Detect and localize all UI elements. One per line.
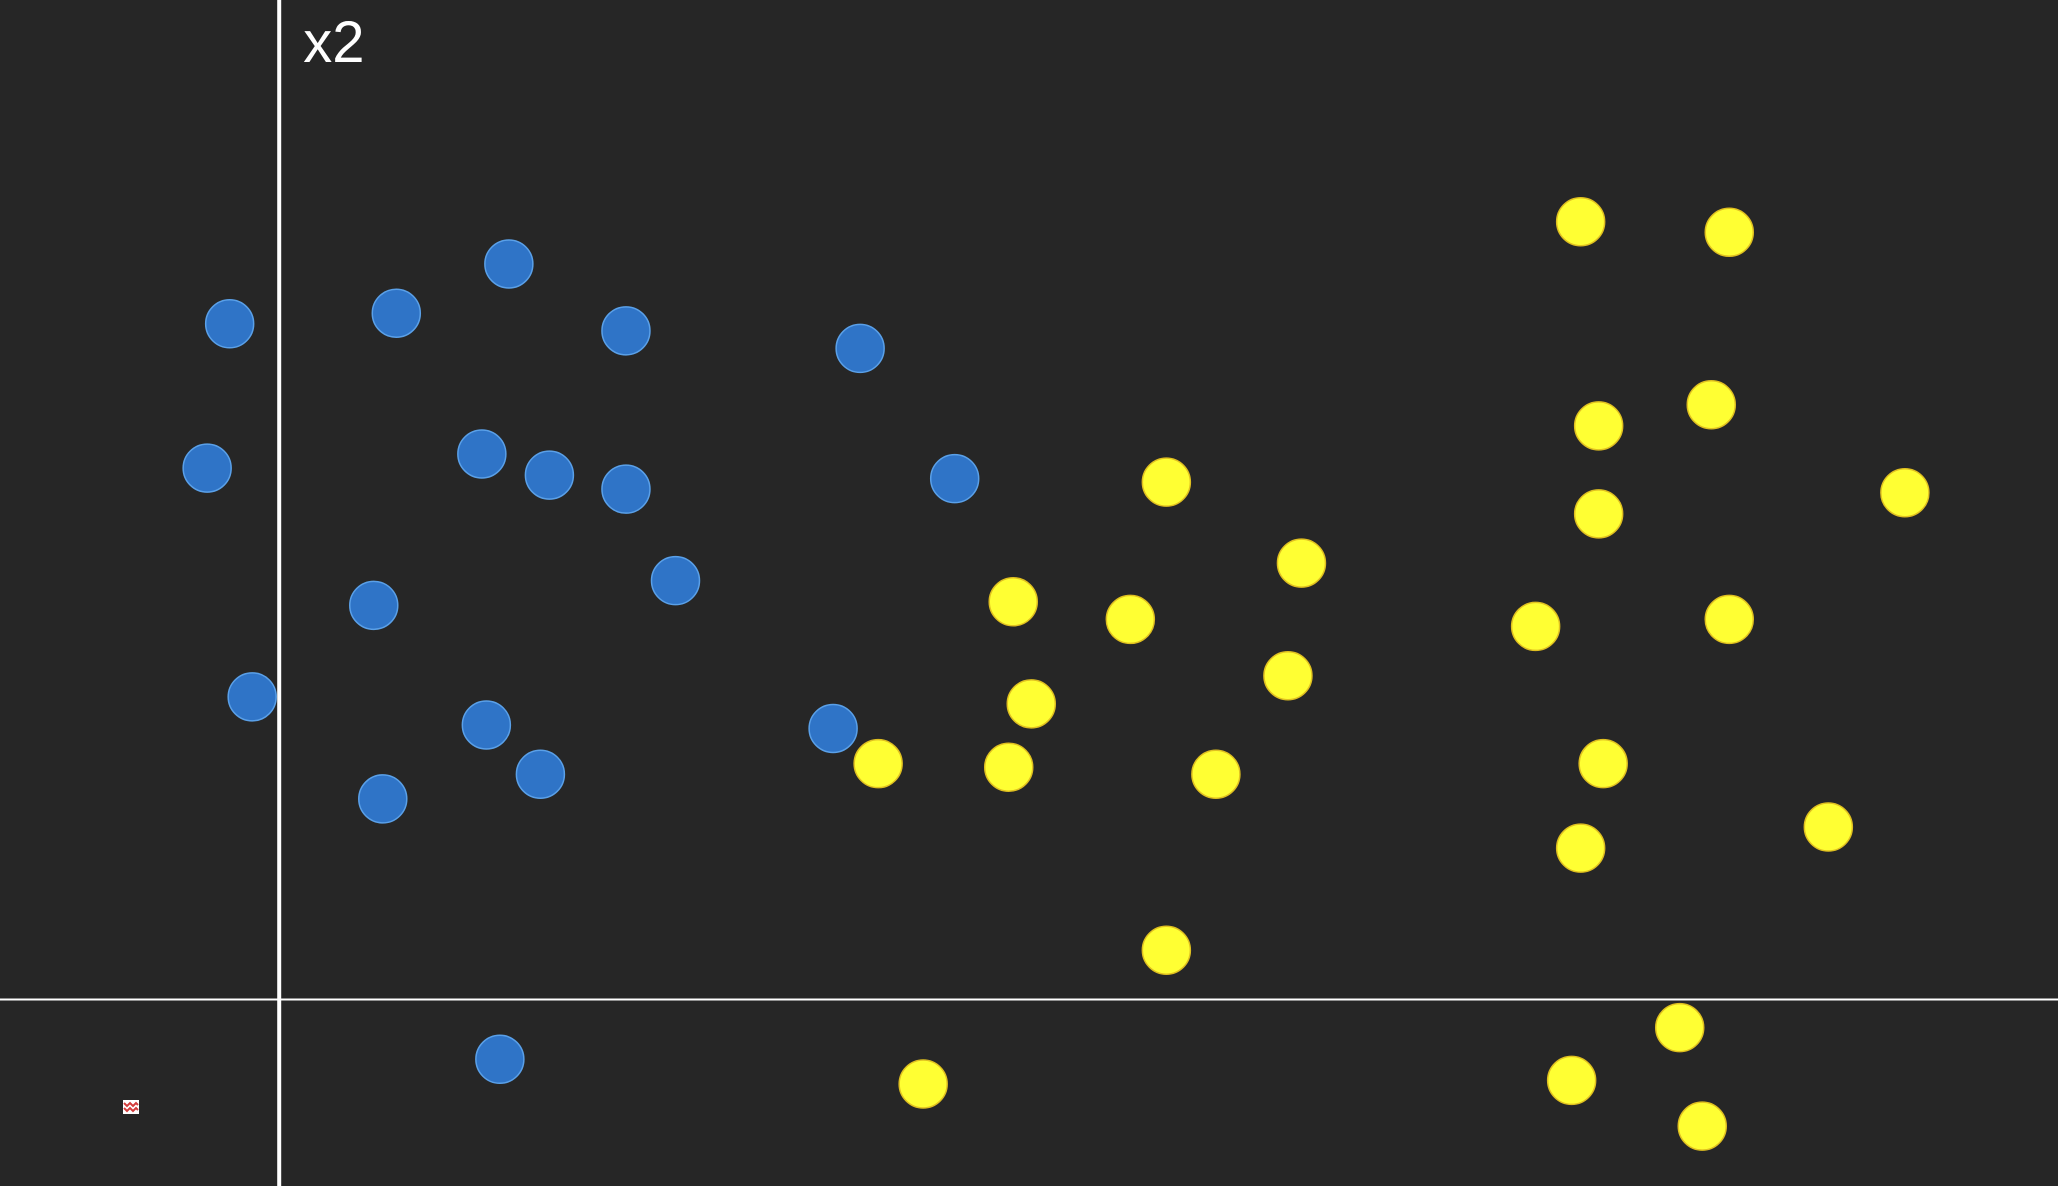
- scatter-point-series-a: [601, 306, 651, 356]
- scatter-point-series-a: [461, 700, 512, 750]
- red-zigzag-icon: [123, 1100, 139, 1114]
- y-axis-title: x2: [303, 10, 364, 75]
- scatter-point-series-a: [371, 288, 422, 338]
- scatter-point-series-b: [1573, 489, 1624, 539]
- scatter-point-series-b: [1686, 379, 1736, 430]
- scatter-point-series-b: [1006, 679, 1057, 729]
- scatter-point-series-b: [898, 1059, 948, 1109]
- series-b-points: [853, 196, 1930, 1151]
- scatter-point-series-b: [1704, 594, 1755, 645]
- scatter-point-series-b: [1803, 802, 1854, 852]
- scatter-point-series-a: [358, 774, 408, 824]
- scatter-point-series-a: [349, 580, 399, 631]
- scatter-point-series-a: [484, 239, 534, 289]
- scatter-point-series-b: [1578, 738, 1628, 789]
- scatter-point-series-a: [929, 453, 980, 504]
- scatter-point-series-b: [1141, 457, 1192, 507]
- scatter-point-series-b: [1704, 207, 1755, 258]
- scatter-point-series-b: [988, 577, 1038, 627]
- scatter-point-series-a: [204, 299, 255, 349]
- scatter-point-series-b: [1880, 467, 1930, 518]
- scatter-point-series-b: [1555, 196, 1606, 247]
- scatter-point-series-a: [601, 464, 651, 514]
- scatter-point-series-a: [835, 323, 885, 374]
- scatter-point-series-a: [182, 443, 232, 493]
- scatter-point-series-b: [1191, 749, 1241, 799]
- scatter-point-series-b: [1677, 1101, 1727, 1151]
- scatter-point-series-b: [983, 742, 1034, 792]
- scatter-point-series-a: [457, 429, 507, 479]
- scatter-point-series-b: [1105, 594, 1156, 645]
- scatter-point-series-a: [475, 1034, 525, 1085]
- scatter-point-series-a: [515, 749, 566, 799]
- scatter-point-series-a: [650, 555, 701, 606]
- scatter-point-series-b: [1276, 538, 1327, 588]
- series-a-points: [182, 239, 980, 1085]
- scatter-point-series-a: [808, 703, 858, 754]
- scatter-point-series-b: [853, 738, 903, 789]
- scatter-point-series-b: [1546, 1055, 1597, 1106]
- scatter-point-series-b: [1510, 601, 1561, 652]
- scatter-point-series-b: [1573, 401, 1624, 451]
- scatter-point-series-a: [524, 450, 575, 500]
- scatter-point-series-b: [1263, 650, 1313, 701]
- scatter-point-series-b: [1141, 925, 1192, 975]
- scatter-point-series-a: [227, 672, 277, 722]
- scatter-point-series-b: [1555, 823, 1606, 873]
- scatter-point-series-b: [1654, 1002, 1705, 1053]
